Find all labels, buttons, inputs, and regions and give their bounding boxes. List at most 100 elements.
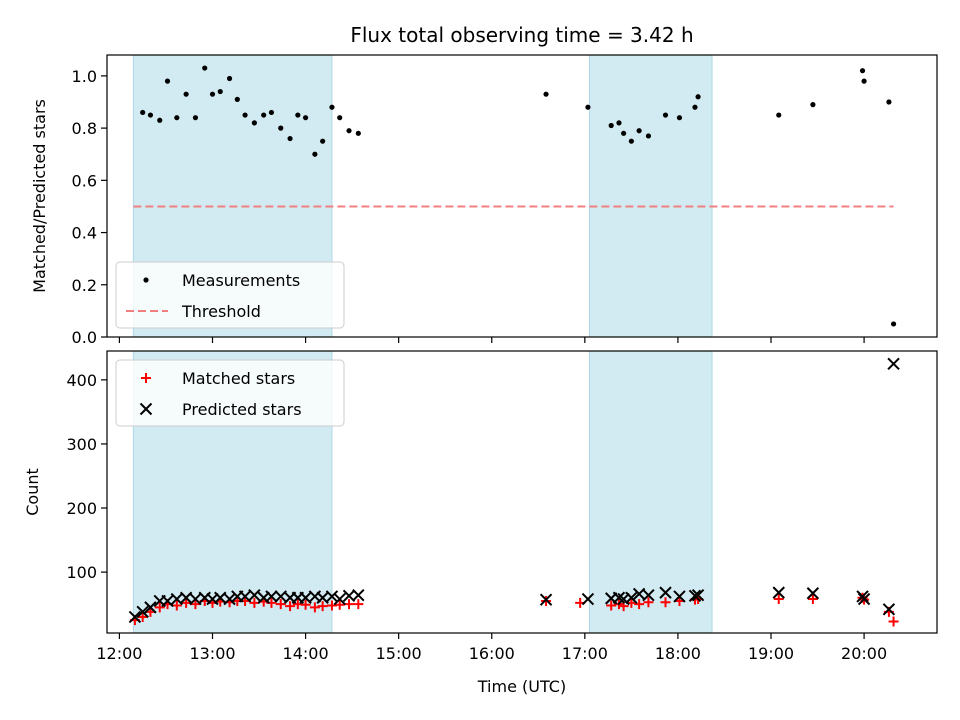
measurement-point	[776, 112, 782, 118]
measurement-point	[621, 130, 627, 136]
measurement-point	[164, 78, 171, 84]
measurement-point	[295, 112, 301, 118]
measurement-point	[861, 78, 867, 84]
x-tick-label: 20:00	[841, 644, 887, 663]
measurement-point	[810, 102, 816, 108]
predicted-stars-point	[625, 591, 638, 604]
measurement-point	[287, 135, 293, 142]
predicted-stars-point	[265, 590, 278, 603]
measurement-point	[202, 65, 208, 71]
y-tick-label: 0.8	[72, 119, 97, 138]
legend-matched-swatch	[141, 373, 151, 383]
measurement-point	[140, 109, 146, 116]
measurement-point	[329, 104, 335, 110]
y-tick-label: 0.2	[72, 276, 97, 295]
measurement-point	[543, 91, 549, 97]
measurement-point	[676, 115, 683, 121]
measurement-point	[886, 99, 892, 105]
predicted-stars-point	[642, 588, 655, 602]
matched-stars-point	[643, 597, 654, 608]
predicted-stars-point	[352, 588, 365, 602]
legend-label: Measurements	[182, 271, 300, 290]
predicted-stars-point	[161, 594, 174, 608]
y-tick-label: 200	[66, 499, 97, 518]
predicted-stars-point	[691, 588, 705, 602]
measurement-point	[278, 125, 284, 131]
measurement-point	[355, 130, 361, 136]
x-tick-label: 13:00	[189, 644, 235, 663]
predicted-stars-point	[325, 590, 339, 603]
y-tick-label: 1.0	[72, 67, 97, 86]
matched-stars-point	[190, 599, 201, 610]
predicted-stars-point	[128, 610, 142, 624]
predicted-stars-point	[673, 590, 686, 603]
x-tick-label: 19:00	[748, 644, 794, 663]
legend-box	[115, 359, 345, 427]
measurement-point	[242, 112, 248, 118]
predicted-stars-point	[772, 586, 785, 599]
matched-stars-point	[285, 601, 296, 612]
matched-stars-point	[344, 599, 355, 610]
predicted-stars-point	[333, 592, 346, 606]
measurement-point	[174, 115, 180, 121]
measurement-point	[234, 96, 240, 102]
matched-stars-point	[275, 599, 286, 610]
y-tick-label: 400	[66, 371, 97, 390]
measurement-point	[209, 91, 216, 97]
measurement-point	[585, 104, 591, 110]
matched-stars-point	[606, 600, 617, 611]
legend-label: Matched stars	[182, 369, 295, 388]
y-tick-label: 100	[66, 563, 97, 582]
measurement-point	[692, 104, 698, 110]
measurement-point	[147, 112, 154, 118]
predicted-stars-point	[882, 603, 896, 616]
predicted-stars-point	[688, 589, 702, 603]
matched-stars-point	[353, 599, 364, 610]
matched-stars-point	[317, 601, 328, 612]
x-tick-label: 15:00	[376, 644, 422, 663]
matched-stars-point	[773, 594, 784, 605]
measurement-point	[346, 128, 352, 134]
x-tick-label: 12:00	[96, 644, 142, 663]
measurement-point	[183, 91, 189, 97]
plot-frame	[106, 54, 938, 338]
measurement-point	[302, 115, 309, 121]
predicted-stars-point	[136, 605, 149, 619]
measurement-point	[636, 128, 642, 134]
x-tick-label: 16:00	[469, 644, 515, 663]
legend-measurement-swatch	[143, 277, 149, 283]
matched-stars-point	[181, 597, 192, 608]
matched-stars-point	[334, 599, 345, 610]
measurement-point	[251, 120, 257, 126]
measurement-point	[226, 75, 233, 82]
panel-ratio: 0.0 0.2 0.4 0.6 0.8 1.0 Measurements Threshold	[72, 54, 938, 347]
measurement-point	[628, 138, 634, 144]
measurement-point	[616, 120, 622, 126]
matched-stars-point	[807, 594, 818, 605]
legend-box	[115, 261, 345, 329]
x-tick-label: 18:00	[655, 644, 701, 663]
matched-stars-point	[660, 597, 671, 608]
legend: Matched stars Predicted stars	[115, 359, 345, 427]
predicted-stars-point	[887, 357, 900, 371]
measurement-point	[157, 117, 163, 123]
plot-frame	[106, 350, 938, 634]
predicted-stars-point	[144, 601, 157, 614]
predicted-stars-point	[539, 593, 553, 606]
predicted-stars-point	[248, 588, 261, 602]
matched-stars-point	[888, 616, 899, 627]
measurement-point	[859, 68, 866, 74]
x-tick-label: 14:00	[283, 644, 329, 663]
matched-stars-point	[154, 602, 165, 613]
shaded-interval	[588, 350, 713, 634]
measurement-point	[645, 133, 652, 139]
matched-stars-point	[634, 599, 645, 610]
matched-stars-point	[249, 597, 260, 608]
measurement-point	[608, 122, 614, 129]
predicted-stars-point	[857, 592, 871, 606]
predicted-stars-point	[223, 592, 236, 606]
y-tick-label: 0.0	[72, 328, 97, 347]
measurement-point	[192, 115, 199, 121]
legend-label: Predicted stars	[182, 400, 302, 419]
